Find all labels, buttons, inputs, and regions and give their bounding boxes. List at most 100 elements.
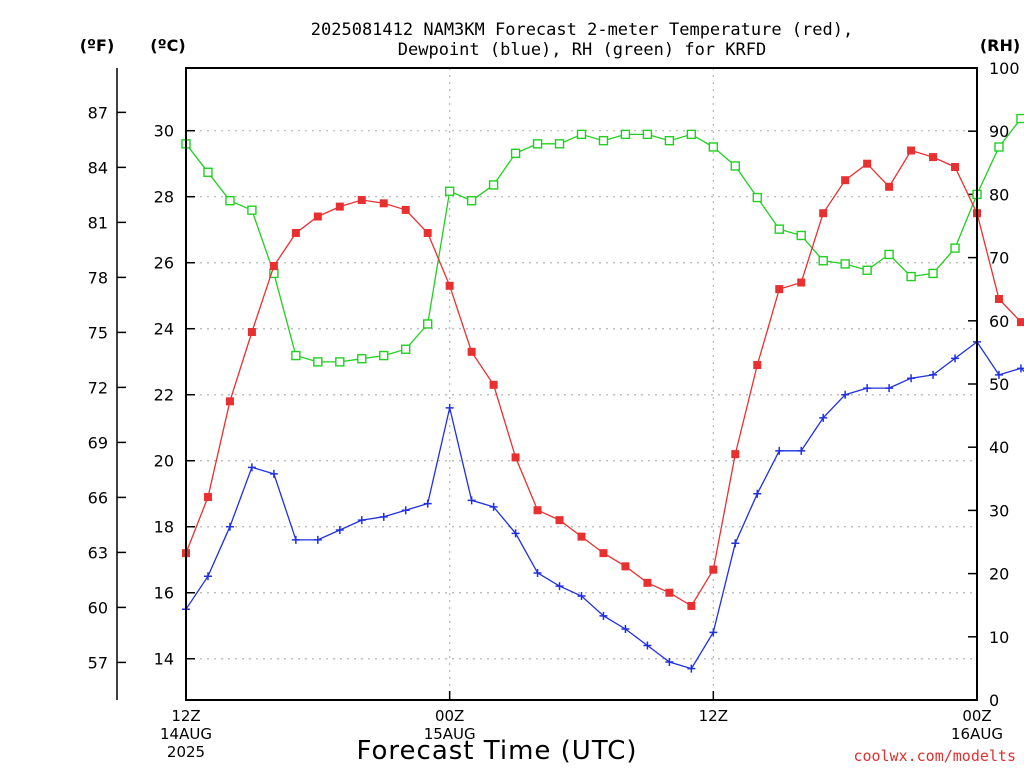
rh-point xyxy=(752,192,762,203)
time-tick-label: 16AUG xyxy=(951,725,1003,743)
rh-tick-label: 100 xyxy=(989,59,1020,78)
dewpoint-point xyxy=(731,539,740,548)
rh-tick-label: 60 xyxy=(989,312,1009,331)
rh-point xyxy=(928,268,938,279)
temperature-point xyxy=(269,262,278,271)
temperature-point xyxy=(994,295,1003,304)
time-tick-label: 15AUG xyxy=(424,725,476,743)
dewpoint-point xyxy=(709,628,718,637)
dewpoint-point xyxy=(643,641,652,650)
rh-point xyxy=(1016,113,1024,124)
rh-tick-label: 0 xyxy=(989,691,999,710)
temperature-point xyxy=(687,601,696,610)
dewpoint-point xyxy=(577,592,586,601)
celsius-tick-label: 28 xyxy=(154,188,174,207)
temperature-point xyxy=(665,588,674,597)
dewpoint-point xyxy=(775,446,784,455)
dewpoint-point xyxy=(357,516,366,525)
temperature-point xyxy=(489,380,498,389)
rh-tick-label: 80 xyxy=(989,185,1009,204)
dewpoint-point xyxy=(467,496,476,505)
time-tick-label: 14AUG xyxy=(160,725,212,743)
rh-point xyxy=(686,129,697,140)
temperature-point xyxy=(885,182,894,191)
rh-point xyxy=(642,129,653,140)
temperature-point xyxy=(291,229,300,238)
celsius-tick-label: 30 xyxy=(154,122,174,141)
rh-point xyxy=(335,357,345,367)
dewpoint-point xyxy=(797,446,806,455)
temperature-point xyxy=(533,506,542,515)
temperature-point xyxy=(401,205,410,214)
dewpoint-point xyxy=(225,522,234,531)
rh-point xyxy=(466,196,477,206)
dewpoint-line xyxy=(185,340,1024,670)
celsius-tick-label: 20 xyxy=(154,452,174,471)
rh-tick-label: 10 xyxy=(989,628,1009,647)
rh-tick-label: 50 xyxy=(989,375,1009,394)
time-tick-label: 00Z xyxy=(435,707,464,725)
dewpoint-point xyxy=(665,658,674,667)
dewpoint-point xyxy=(313,535,322,544)
temperature-point xyxy=(225,397,234,406)
celsius-tick-label: 26 xyxy=(154,254,174,273)
fahrenheit-tick-label: 75 xyxy=(88,323,108,342)
temperature-point xyxy=(445,281,454,290)
dewpoint-point xyxy=(203,572,212,581)
temperature-point xyxy=(555,516,564,525)
rh-point xyxy=(884,249,894,260)
celsius-tick-label: 16 xyxy=(154,584,174,603)
temperature-point xyxy=(863,159,872,168)
fahrenheit-tick-label: 81 xyxy=(88,213,108,232)
rh-point xyxy=(620,129,631,140)
rh-unit-label: (RH) xyxy=(980,36,1020,55)
rh-point xyxy=(598,135,609,146)
fahrenheit-tick-label: 84 xyxy=(88,158,108,177)
rh-point xyxy=(291,350,301,361)
temperature-point xyxy=(511,453,520,462)
celsius-tick-label: 14 xyxy=(154,650,174,669)
rh-line xyxy=(185,117,1024,363)
temperature-point xyxy=(951,163,960,172)
dewpoint-point xyxy=(753,489,762,498)
rh-point xyxy=(422,319,433,329)
fahrenheit-tick-label: 72 xyxy=(88,378,108,397)
rh-point xyxy=(444,186,455,196)
plot-frame xyxy=(185,67,978,701)
temperature-point xyxy=(709,565,718,574)
rh-tick-label: 90 xyxy=(989,122,1009,141)
rh-tick-label: 70 xyxy=(989,249,1009,268)
temperature-point xyxy=(423,229,432,238)
dewpoint-point xyxy=(269,469,278,478)
temperature-series xyxy=(182,146,1024,610)
rh-point xyxy=(950,243,960,253)
temperature-point xyxy=(775,285,784,294)
rh-point xyxy=(906,271,916,282)
rh-point xyxy=(510,148,521,159)
rh-axis: 0 10 20 30 40 50 60 70 80 90 100 xyxy=(968,59,1020,710)
rh-point xyxy=(532,139,543,149)
fahrenheit-tick-label: 60 xyxy=(88,598,108,617)
rh-point xyxy=(203,167,213,177)
rh-point xyxy=(994,142,1004,152)
temperature-point xyxy=(357,196,366,205)
temperature-point xyxy=(621,562,630,571)
fahrenheit-tick-label: 69 xyxy=(88,433,108,452)
rh-point xyxy=(488,180,499,190)
dewpoint-point xyxy=(335,526,344,535)
fahrenheit-tick-label: 57 xyxy=(88,653,108,672)
rh-point xyxy=(708,142,719,152)
temperature-point xyxy=(643,578,652,587)
fahrenheit-tick-label: 66 xyxy=(88,488,108,507)
dewpoint-point xyxy=(291,535,300,544)
grid-lines xyxy=(186,68,977,700)
rh-point xyxy=(247,205,257,215)
credit-text: coolwx.com/modelts xyxy=(853,747,1016,765)
chart-title-line1: 2025081412 NAM3KM Forecast 2-meter Tempe… xyxy=(311,20,853,40)
rh-point xyxy=(796,230,806,241)
rh-series xyxy=(181,113,1024,367)
rh-point xyxy=(313,357,323,367)
temperature-point xyxy=(797,278,806,287)
temperature-point xyxy=(753,361,762,370)
fahrenheit-unit-label: (ºF) xyxy=(80,36,115,55)
